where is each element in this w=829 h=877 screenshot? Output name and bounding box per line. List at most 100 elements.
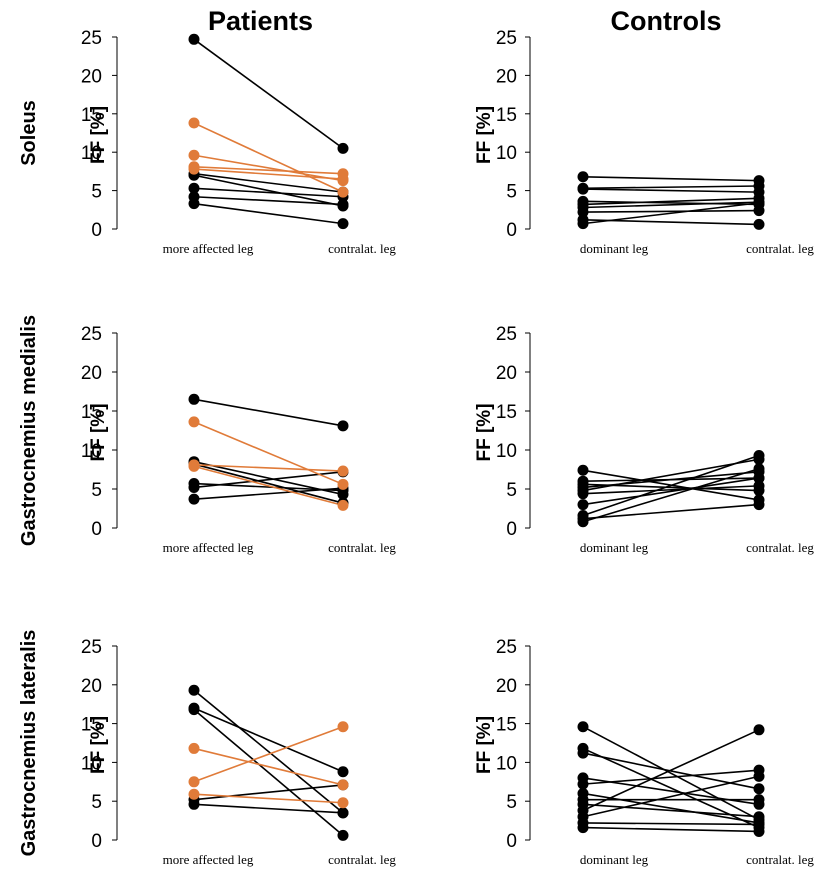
patients-gastrocnemius-lateralis-panel: Gastrocnemius lateralis FF [%] 0 5 10 15 20 25 m…: [18, 630, 396, 867]
controls-gastrocnemius-medialis-series-line: [582, 467, 760, 523]
patients-soleus-y-tick-label: 25: [81, 28, 102, 49]
controls-gastrocnemius-medialis-series-line: [582, 477, 760, 506]
controls-gastrocnemius-lateralis-y-tick-label: 20: [496, 676, 517, 697]
patients-soleus-y-tick-label: 10: [81, 143, 102, 164]
patients-gastrocnemius-lateralis-y-axis-label: FF [%]: [88, 716, 109, 774]
patients-soleus-series-line: [193, 38, 344, 150]
patients-gastrocnemius-lateralis-data-point: [188, 798, 200, 810]
patients-soleus-x-category-label: more affected leg: [163, 241, 254, 256]
controls-gastrocnemius-lateralis-data-point: [577, 721, 589, 733]
patients-gastrocnemius-lateralis-data-point: [188, 704, 200, 716]
controls-gastrocnemius-lateralis-panel: FF [%] 0 5 10 15 20 25 dominant leg contralat. l…: [474, 637, 814, 867]
patients-soleus-data-point: [337, 173, 349, 185]
patients-gastrocnemius-lateralis-y-tick-label: 15: [81, 715, 102, 736]
controls-gastrocnemius-medialis-series-line: [582, 458, 760, 492]
patients-gastrocnemius-medialis-series-line: [193, 421, 344, 486]
controls-soleus-y-tick-label: 0: [506, 220, 517, 241]
patients-gastrocnemius-medialis-x-category-label: contralat. leg: [328, 540, 396, 555]
patients-soleus-y-axis-label: FF [%]: [88, 106, 109, 164]
controls-gastrocnemius-lateralis-series-line: [582, 792, 760, 824]
controls-gastrocnemius-medialis-y-tick-label: 25: [496, 324, 517, 345]
patients-soleus-y-tick-label: 20: [81, 66, 102, 87]
patients-gastrocnemius-lateralis-data-point: [337, 721, 349, 733]
controls-soleus-data-point: [753, 218, 765, 230]
controls-gastrocnemius-lateralis-data-point: [753, 770, 765, 782]
patients-soleus-data-point: [188, 149, 200, 161]
controls-gastrocnemius-medialis-y-tick-label: 15: [496, 402, 517, 423]
controls-soleus-data-point: [577, 183, 589, 195]
patients-gastrocnemius-lateralis-data-point: [188, 788, 200, 800]
patients-soleus-series-line: [193, 174, 344, 207]
patients-gastrocnemius-medialis-x-category-label: more affected leg: [163, 540, 254, 555]
patients-gastrocnemius-medialis-data-point: [337, 420, 349, 432]
patients-gastrocnemius-medialis-data-point: [337, 465, 349, 477]
patients-gastrocnemius-lateralis-y-tick-label: 10: [81, 753, 102, 774]
patients-gastrocnemius-medialis-data-point: [188, 393, 200, 405]
patients-gastrocnemius-lateralis-y-tick-label: 25: [81, 637, 102, 658]
controls-soleus-series-line: [582, 185, 760, 190]
controls-gastrocnemius-lateralis-data-point: [753, 811, 765, 823]
patients-gastrocnemius-lateralis-series-line: [193, 707, 344, 773]
patients-gastrocnemius-lateralis-data-point: [188, 742, 200, 754]
controls-gastrocnemius-lateralis-y-axis-label: FF [%]: [474, 716, 495, 774]
controls-gastrocnemius-medialis-data-point: [753, 463, 765, 475]
patients-gastrocnemius-medialis-y-axis-label: FF [%]: [88, 403, 109, 461]
patients-gastrocnemius-medialis-series-line: [193, 465, 344, 507]
controls-gastrocnemius-medialis-y-tick-label: 5: [506, 480, 517, 501]
patients-gastrocnemius-medialis-y-tick-label: 25: [81, 324, 102, 345]
controls-gastrocnemius-medialis-series-line: [582, 503, 760, 520]
controls-gastrocnemius-lateralis-y-tick-label: 25: [496, 637, 517, 658]
controls-gastrocnemius-medialis-y-tick-label: 10: [496, 441, 517, 462]
controls-gastrocnemius-lateralis-data-point: [753, 783, 765, 795]
controls-gastrocnemius-medialis-series-line: [582, 485, 760, 495]
controls-gastrocnemius-lateralis-x-category-label: dominant leg: [580, 852, 649, 867]
patients-gastrocnemius-medialis-data-point: [188, 416, 200, 428]
controls-gastrocnemius-lateralis-series-line: [582, 826, 760, 833]
patients-title: Patients: [208, 6, 313, 36]
patients-gastrocnemius-lateralis-x-category-label: more affected leg: [163, 852, 254, 867]
controls-soleus-series-line: [582, 175, 760, 182]
patients-gastrocnemius-medialis-panel: Gastrocnemius medialis FF [%] 0 5 10 15 20 25 mo…: [18, 315, 396, 555]
controls-soleus-series-line: [582, 200, 760, 206]
controls-gastrocnemius-lateralis-data-point: [577, 822, 589, 834]
controls-soleus-data-point: [577, 171, 589, 183]
patients-gastrocnemius-lateralis-x-category-label: contralat. leg: [328, 852, 396, 867]
controls-gastrocnemius-lateralis-data-point: [753, 825, 765, 837]
patients-gastrocnemius-lateralis-series-line: [193, 709, 344, 836]
patients-gastrocnemius-medialis-series-line: [193, 398, 344, 427]
controls-gastrocnemius-medialis-data-point: [577, 464, 589, 476]
controls-soleus-series-line: [582, 201, 760, 209]
patients-soleus-y-tick-label: 15: [81, 105, 102, 126]
controls-gastrocnemius-lateralis-series-line: [582, 729, 760, 812]
patients-soleus-series-line: [193, 202, 344, 225]
patients-gastrocnemius-medialis-data-point: [337, 499, 349, 511]
patients-soleus-row-label: Soleus: [18, 100, 40, 166]
controls-soleus-y-tick-label: 25: [496, 28, 517, 49]
controls-soleus-y-tick-label: 10: [496, 143, 517, 164]
controls-gastrocnemius-lateralis-series-line: [582, 725, 760, 821]
patients-soleus-data-point: [337, 198, 349, 210]
patients-soleus-series-line: [193, 187, 344, 198]
patients-soleus-data-point: [337, 218, 349, 230]
controls-gastrocnemius-lateralis-series-line: [582, 803, 760, 818]
controls-soleus-y-tick-label: 20: [496, 66, 517, 87]
controls-gastrocnemius-medialis-x-category-label: dominant leg: [580, 540, 649, 555]
patients-gastrocnemius-lateralis-data-point: [337, 829, 349, 841]
controls-soleus-data-point: [577, 206, 589, 218]
controls-gastrocnemius-lateralis-data-point: [577, 747, 589, 759]
patients-gastrocnemius-lateralis-data-point: [337, 779, 349, 791]
controls-soleus-x-category-label: contralat. leg: [746, 241, 814, 256]
patients-soleus-x-category-label: contralat. leg: [328, 241, 396, 256]
controls-soleus-x-category-label: dominant leg: [580, 241, 649, 256]
controls-title: Controls: [611, 6, 722, 36]
controls-soleus-panel: Controls FF [%] 0 5 10 15 20 25 dominant leg cont…: [474, 6, 814, 256]
controls-soleus-data-point: [753, 197, 765, 209]
patients-gastrocnemius-medialis-series-line: [193, 487, 344, 500]
controls-gastrocnemius-lateralis-y-tick-label: 5: [506, 792, 517, 813]
patients-soleus-data-point: [188, 198, 200, 210]
controls-gastrocnemius-medialis-data-point: [577, 516, 589, 528]
controls-gastrocnemius-lateralis-x-category-label: contralat. leg: [746, 852, 814, 867]
patients-gastrocnemius-medialis-row-label: Gastrocnemius medialis: [18, 315, 40, 546]
controls-gastrocnemius-medialis-series-line: [582, 454, 760, 517]
